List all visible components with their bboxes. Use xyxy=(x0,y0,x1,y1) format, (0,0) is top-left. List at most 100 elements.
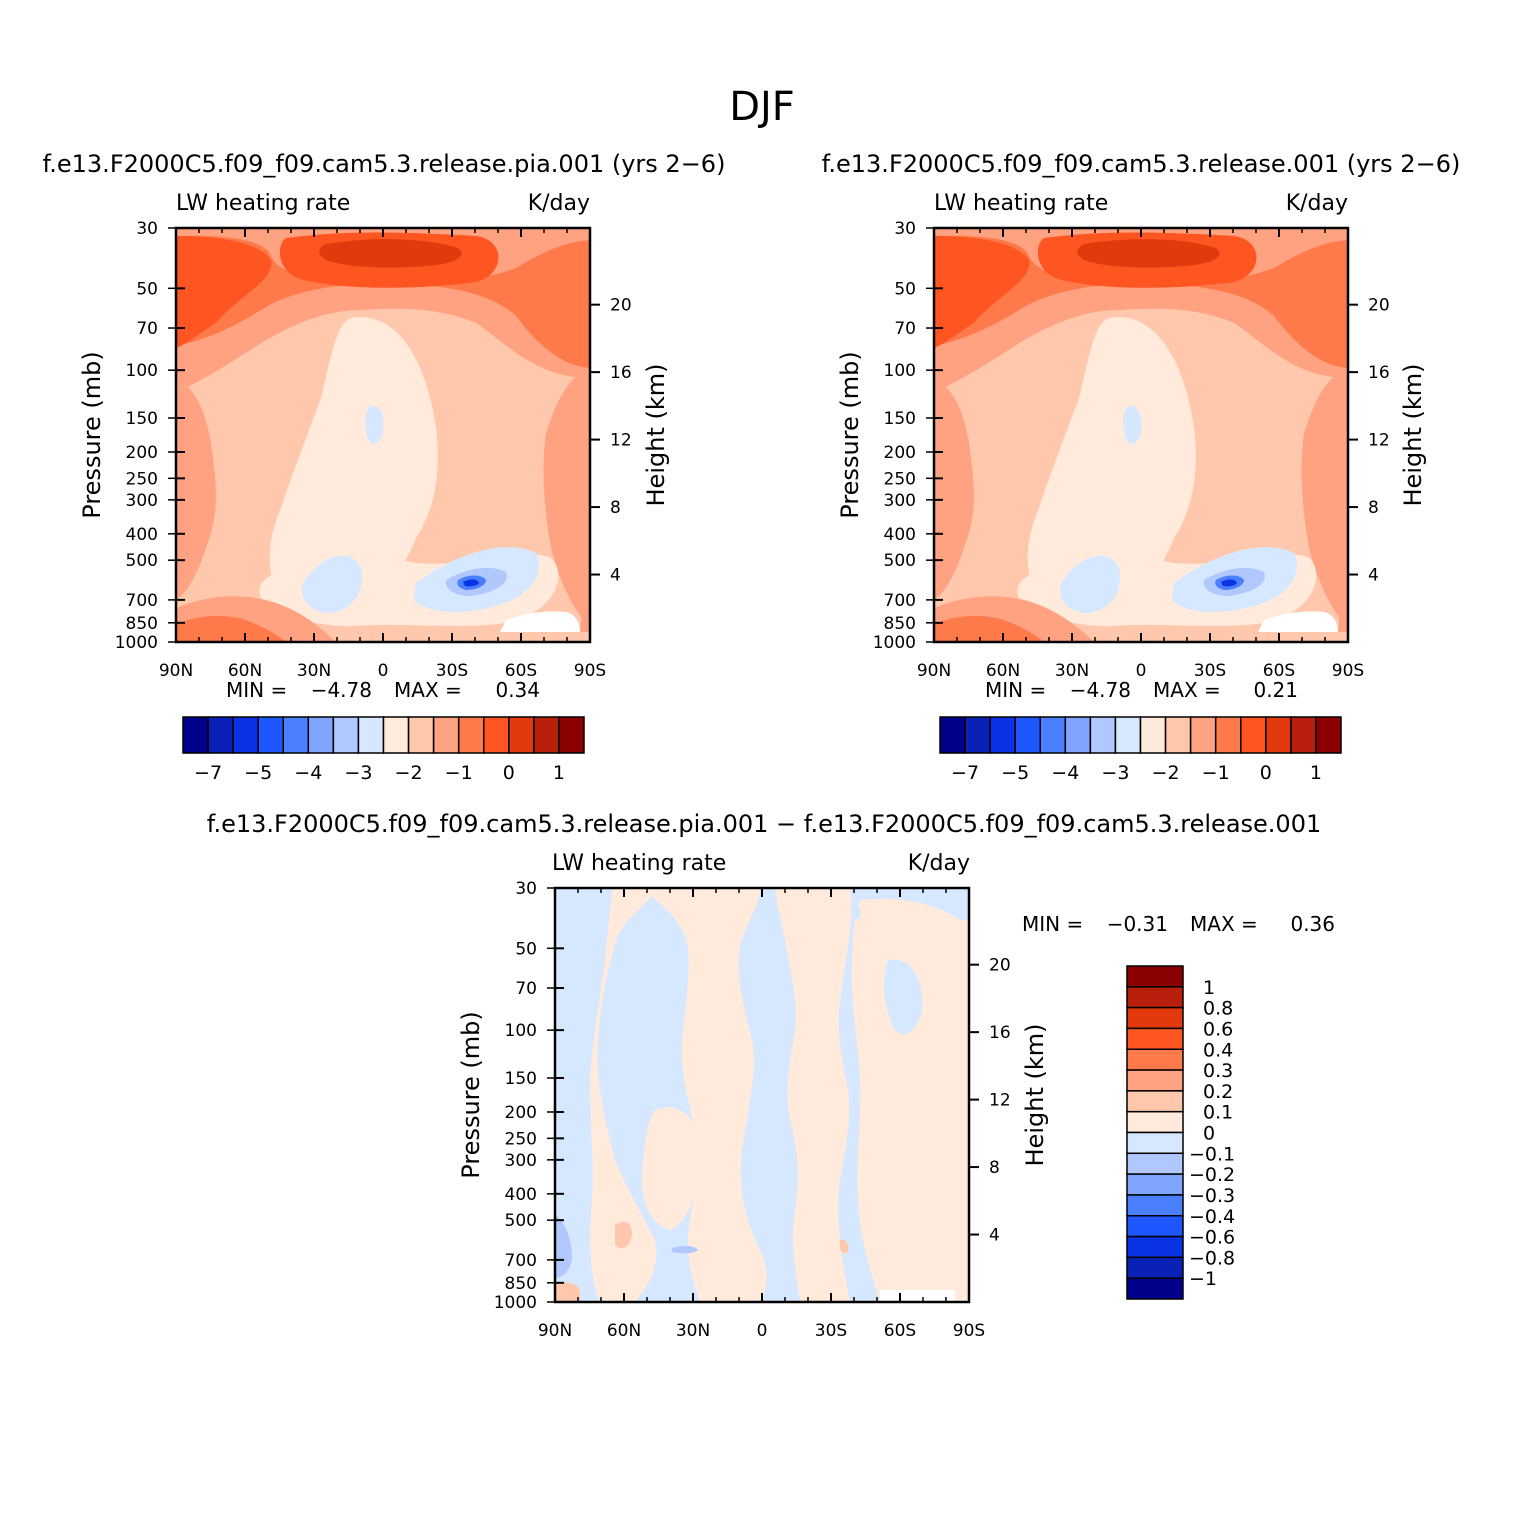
y-right-tick-label: 16 xyxy=(989,1023,1011,1043)
x-tick-label: 0 xyxy=(378,661,389,681)
panel-b-field xyxy=(934,228,1348,642)
colorbar-box xyxy=(1126,1235,1184,1259)
y-tick-label: 700 xyxy=(884,591,916,611)
y-tick-label: 250 xyxy=(126,469,158,489)
colorbar-label: −7 xyxy=(951,762,979,784)
colorbar-box xyxy=(257,716,284,754)
y-tick-label: 200 xyxy=(884,443,916,463)
colorbar-label: −4 xyxy=(294,762,322,784)
colorbar-box xyxy=(508,716,535,754)
colorbar-label: 1 xyxy=(553,762,565,784)
y-tick-label: 70 xyxy=(515,979,537,999)
colorbar-box xyxy=(1265,716,1292,754)
panel-c-ylabel-right: Height (km) xyxy=(1021,1024,1049,1167)
colorbar-box xyxy=(1126,1256,1184,1279)
colorbar-box xyxy=(1126,1006,1184,1030)
colorbar-box xyxy=(1164,716,1192,754)
colorbar-box xyxy=(1126,1215,1184,1238)
y-right-tick-label: 8 xyxy=(610,498,621,518)
colorbar-label: −2 xyxy=(1152,762,1180,784)
y-tick-label: 100 xyxy=(126,361,158,381)
colorbar-box xyxy=(1126,1131,1184,1155)
y-tick-label: 200 xyxy=(126,443,158,463)
y-tick-label: 1000 xyxy=(115,633,158,653)
colorbar-box xyxy=(382,716,410,754)
y-tick-label: 250 xyxy=(884,469,916,489)
x-tick-label: 90N xyxy=(917,661,951,681)
colorbar-box xyxy=(457,716,485,754)
panel-c-field xyxy=(555,888,969,1302)
panel-b-x-ticks: 90N 60N 30N 0 30S 60S 90S xyxy=(917,228,1364,681)
colorbar-box xyxy=(1126,1027,1184,1050)
colorbar-label: 0.1 xyxy=(1203,1102,1233,1124)
colorbar-box xyxy=(1126,986,1184,1009)
colorbar-box xyxy=(1126,1194,1184,1217)
panel-b-min-label: MIN = xyxy=(985,678,1046,702)
y-tick-label: 300 xyxy=(505,1151,537,1171)
y-tick-label: 50 xyxy=(894,279,916,299)
y-right-tick-label: 4 xyxy=(989,1226,1000,1246)
panel-c-title: f.e13.F2000C5.f09_f09.cam5.3.release.pia… xyxy=(207,810,1322,838)
y-tick-label: 300 xyxy=(884,491,916,511)
panel-c-min-label: MIN = xyxy=(1022,912,1083,936)
colorbar-box xyxy=(964,716,991,754)
x-tick-label: 30N xyxy=(297,661,331,681)
y-tick-label: 150 xyxy=(126,409,158,429)
colorbar-box xyxy=(232,716,259,754)
panel-difference: f.e13.F2000C5.f09_f09.cam5.3.release.pia… xyxy=(207,810,1335,1341)
y-right-tick-label: 20 xyxy=(610,296,632,316)
y-tick-label: 30 xyxy=(136,219,158,239)
colorbar-box xyxy=(1214,716,1242,754)
colorbar-box xyxy=(182,716,209,754)
colorbar-box xyxy=(1126,965,1184,988)
colorbar-label: −1 xyxy=(445,762,473,784)
colorbar-label: −5 xyxy=(1001,762,1029,784)
colorbar-label: 0.8 xyxy=(1203,998,1233,1020)
panel-b-max-value: 0.21 xyxy=(1253,678,1298,702)
colorbar-label: 0.2 xyxy=(1203,1081,1233,1103)
y-tick-label: 100 xyxy=(505,1021,537,1041)
colorbar-box xyxy=(282,716,310,754)
colorbar-label: −3 xyxy=(1101,762,1129,784)
x-tick-label: 90S xyxy=(1332,661,1364,681)
colorbar-box xyxy=(357,716,385,754)
y-right-tick-label: 16 xyxy=(610,363,632,383)
x-tick-label: 90N xyxy=(159,661,193,681)
panel-a-title: f.e13.F2000C5.f09_f09.cam5.3.release.pia… xyxy=(43,150,726,178)
y-tick-label: 70 xyxy=(136,319,158,339)
panel-b-min-value: −4.78 xyxy=(1070,678,1131,702)
panel-c-right-label: K/day xyxy=(908,851,970,876)
panel-c-max-value: 0.36 xyxy=(1290,912,1335,936)
panel-b-title: f.e13.F2000C5.f09_f09.cam5.3.release.001… xyxy=(822,150,1461,178)
panel-a-colorbar: −7 −5 −4 −3 −2 −1 0 1 xyxy=(182,716,585,784)
colorbar-label: −0.1 xyxy=(1189,1143,1235,1165)
y-tick-label: 50 xyxy=(515,939,537,959)
y-right-tick-label: 12 xyxy=(610,431,632,451)
y-tick-label: 50 xyxy=(136,279,158,299)
colorbar-label: 0 xyxy=(1260,762,1272,784)
x-tick-label: 60N xyxy=(986,661,1020,681)
panel-a-field xyxy=(176,228,590,642)
y-tick-label: 70 xyxy=(894,319,916,339)
panel-top-left: f.e13.F2000C5.f09_f09.cam5.3.release.pia… xyxy=(43,150,726,784)
y-tick-label: 500 xyxy=(505,1211,537,1231)
colorbar-label: 0.3 xyxy=(1203,1060,1233,1082)
panel-a-min-value: −4.78 xyxy=(311,678,372,702)
colorbar-box xyxy=(1126,1090,1184,1113)
y-tick-label: 400 xyxy=(884,525,916,545)
x-tick-label: 0 xyxy=(757,1321,768,1341)
colorbar-label: 1 xyxy=(1310,762,1322,784)
colorbar-label: 1 xyxy=(1203,977,1215,999)
panel-b-colorbar: −7 −5 −4 −3 −2 −1 0 1 xyxy=(939,716,1342,784)
colorbar-box xyxy=(1126,1152,1184,1175)
y-tick-label: 250 xyxy=(505,1129,537,1149)
y-tick-label: 30 xyxy=(894,219,916,239)
colorbar-box xyxy=(1290,716,1317,754)
colorbar-box xyxy=(989,716,1016,754)
colorbar-box xyxy=(1064,716,1092,754)
colorbar-box xyxy=(407,716,435,754)
colorbar-label: −3 xyxy=(344,762,372,784)
